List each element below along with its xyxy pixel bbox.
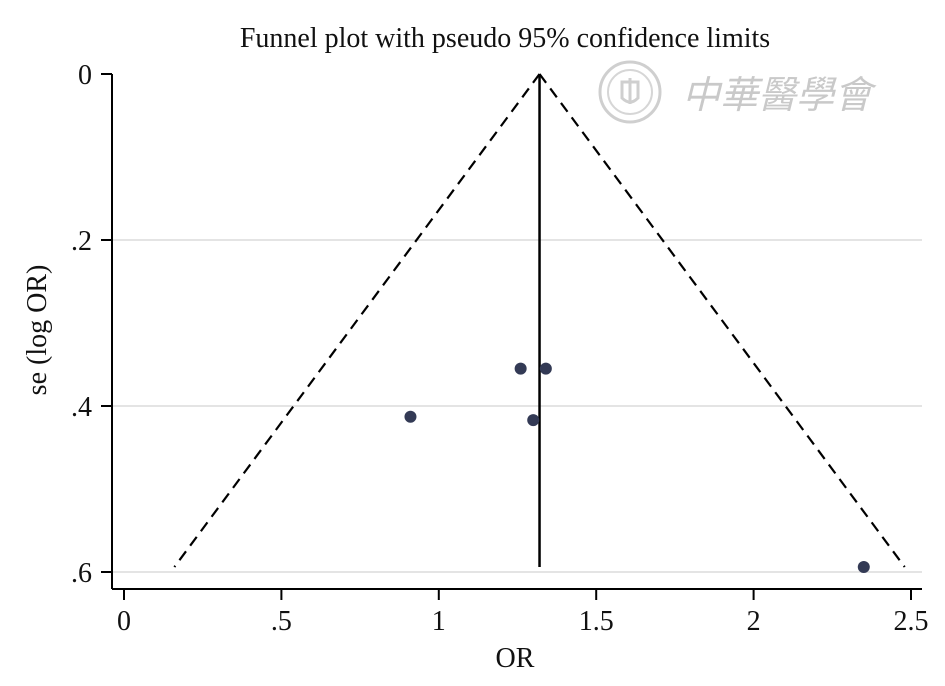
confidence-limits — [173, 73, 906, 568]
x-tick-label: 1 — [432, 606, 446, 637]
x-tick-label: 2.5 — [894, 606, 929, 637]
y-tick-label: .4 — [71, 392, 92, 423]
ci-limit-upper — [538, 73, 906, 568]
x-axis-title: OR — [496, 643, 535, 674]
x-tick-label: 2 — [747, 606, 761, 637]
study-points — [404, 362, 870, 574]
study-point — [527, 414, 540, 427]
study-point — [514, 362, 527, 375]
watermark: 中華醫學會 — [598, 60, 877, 124]
y-tick-label: .2 — [71, 226, 92, 257]
ci-limit-lower — [173, 73, 541, 568]
y-tick-label: .6 — [71, 558, 92, 589]
x-tick-label: 0 — [117, 606, 131, 637]
y-axis-title: se (log OR) — [22, 265, 53, 396]
x-tick-label: 1.5 — [579, 606, 614, 637]
gridlines — [112, 239, 922, 573]
chart-title: Funnel plot with pseudo 95% confidence l… — [240, 23, 770, 54]
study-point — [857, 561, 870, 574]
seal-emblem-icon — [598, 60, 662, 124]
x-axis-ticks: 0 .5 1 1.5 2 2.5 — [117, 589, 929, 637]
watermark-text: 中華醫學會 — [682, 73, 877, 117]
study-point — [404, 410, 417, 423]
study-point — [539, 362, 552, 375]
y-tick-label: 0 — [78, 60, 92, 91]
x-tick-label: .5 — [271, 606, 292, 637]
y-axis-ticks: 0 .2 .4 .6 — [71, 60, 112, 589]
